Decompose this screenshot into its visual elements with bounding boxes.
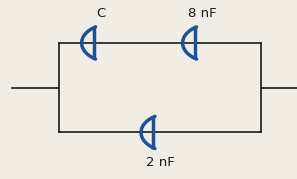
Text: C: C <box>96 7 106 20</box>
Text: 2 nF: 2 nF <box>146 156 175 169</box>
Text: 8 nF: 8 nF <box>188 7 216 20</box>
